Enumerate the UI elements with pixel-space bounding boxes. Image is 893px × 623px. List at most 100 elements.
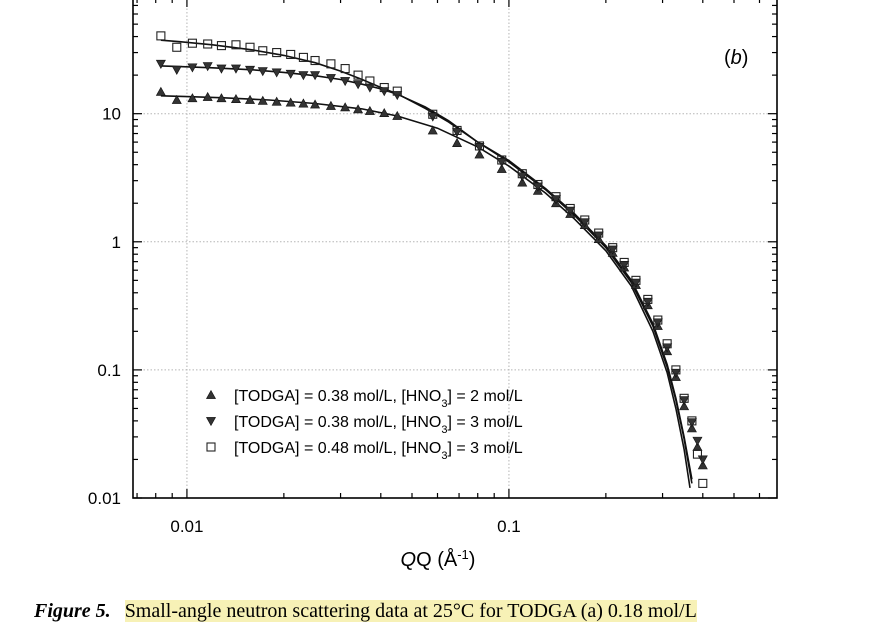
series-2-point-11 [310, 55, 320, 66]
axis-ticks [133, 0, 777, 499]
x-tick-label-0: 0.01 [170, 517, 203, 536]
chart: 0.01 0.1 0.01 0.1 1 10 (b) [TODGA] = 0.38 mol… [88, 0, 778, 571]
series-1-point-31 [642, 297, 653, 307]
series-0-point-6 [245, 94, 256, 104]
series-1-point-23 [532, 182, 543, 192]
series-0-point-5 [230, 93, 241, 103]
x-axis-label-end: ) [469, 549, 476, 571]
series-2-point-7 [258, 46, 268, 56]
series-2-point-22 [517, 169, 527, 179]
series-1-point-36 [686, 418, 697, 428]
caption-text: Small-angle neutron scattering data at 2… [124, 600, 697, 622]
legend-marker-1 [205, 417, 217, 427]
series-2-point-27 [594, 228, 604, 238]
tick-labels: 0.01 0.1 0.01 0.1 1 10 [88, 105, 521, 536]
series-0-point-12 [325, 100, 336, 110]
series-2-point-5 [231, 40, 241, 50]
series-2-point-19 [452, 125, 462, 135]
series-2-point-20 [474, 141, 485, 151]
series-1-point-21 [496, 158, 507, 168]
series-1-point-22 [517, 172, 528, 182]
series-1-point-2 [187, 63, 198, 73]
series-2-point-21 [497, 155, 507, 165]
series-1-point-35 [679, 396, 690, 406]
series-1-point-32 [652, 318, 663, 328]
series-0-point-7 [257, 95, 268, 105]
series-1-point-26 [579, 218, 590, 228]
series-1-point-13 [340, 77, 351, 87]
y-tick-label-2: 1 [112, 233, 121, 252]
series-2-point-6 [245, 42, 255, 52]
series-0-point-18 [427, 125, 438, 135]
series-2-point-4 [216, 41, 227, 51]
series-2-point-30 [631, 275, 641, 285]
series-1-point-0 [155, 59, 166, 69]
figure-caption: Figure 5. Small-angle neutron scattering … [34, 600, 697, 623]
series-1-point-3 [202, 62, 213, 72]
legend-entry-0: [TODGA] = 0.38 mol/L, [HNO3] = 2 mol/L [234, 388, 523, 410]
series-2-point-38 [698, 478, 708, 488]
x-axis-label-main: Q (Å [416, 548, 458, 571]
series-0-point-21 [496, 163, 507, 173]
series-0-point-16 [379, 108, 390, 118]
series-2-point-33 [662, 339, 672, 349]
series-1-point-14 [353, 80, 364, 90]
series-1-point-5 [230, 64, 241, 74]
legend-entry-2: [TODGA] = 0.48 mol/L, [HNO3] = 3 mol/L [234, 440, 523, 462]
series-1-point-29 [619, 261, 630, 271]
data-markers [155, 31, 708, 488]
legend-entry-1: [TODGA] = 0.38 mol/L, [HNO3] = 3 mol/L [234, 414, 523, 436]
series-2-point-23 [533, 179, 543, 190]
series-2-point-14 [353, 70, 363, 80]
panel-label: (b) [724, 47, 748, 69]
series-0-point-0 [155, 86, 166, 96]
series-1-point-4 [216, 64, 227, 74]
series-0-point-10 [298, 98, 309, 108]
y-tick-label-1: 0.1 [97, 361, 121, 380]
x-tick-label-1: 0.1 [497, 517, 521, 536]
series-2-point-35 [679, 393, 689, 403]
series-2-point-3 [203, 39, 213, 49]
series-1-point-19 [452, 128, 463, 138]
series-2-point-2 [187, 38, 197, 48]
series-1-point-27 [593, 231, 604, 241]
series-0-point-19 [452, 137, 463, 147]
series-1-point-30 [630, 278, 641, 288]
series-1-point-7 [257, 67, 268, 77]
series-2-point-12 [326, 59, 336, 69]
series-1-point-1 [171, 65, 182, 75]
fit-curve-2 [160, 39, 693, 480]
y-tick-label-0: 0.01 [88, 489, 121, 508]
series-1-point-24 [550, 195, 561, 205]
series-1-point-28 [607, 245, 618, 255]
series-1-point-11 [310, 71, 321, 81]
series-0-point-22 [517, 177, 528, 187]
series-2-point-8 [272, 48, 282, 58]
series-2-point-13 [340, 64, 350, 74]
series-0-point-17 [392, 110, 403, 120]
series-0-point-1 [171, 94, 182, 104]
series-0-point-13 [340, 102, 351, 112]
series-1-point-12 [325, 74, 336, 84]
series-1-point-15 [364, 83, 375, 93]
series-1-point-20 [474, 143, 485, 153]
series-2-point-26 [580, 215, 590, 225]
series-0-point-9 [285, 97, 296, 107]
series-2-point-18 [428, 109, 438, 119]
series-0-point-3 [202, 91, 213, 101]
series-2-point-9 [286, 49, 296, 60]
series-0-point-11 [310, 99, 321, 109]
series-0-point-36 [686, 423, 697, 433]
series-1-point-34 [670, 368, 681, 378]
caption-label: Figure 5. [34, 600, 111, 622]
legend-marker-0 [205, 389, 217, 399]
series-2-point-32 [653, 315, 663, 325]
series-2-point-15 [365, 76, 375, 86]
series-0-point-20 [474, 149, 485, 159]
series-0-point-4 [216, 93, 227, 103]
x-axis-label-sup: -1 [457, 547, 469, 562]
legend-marker-2 [206, 442, 216, 452]
series-2-point-37 [692, 449, 703, 459]
series-1-point-37 [692, 436, 703, 446]
series-2-point-24 [551, 192, 561, 202]
